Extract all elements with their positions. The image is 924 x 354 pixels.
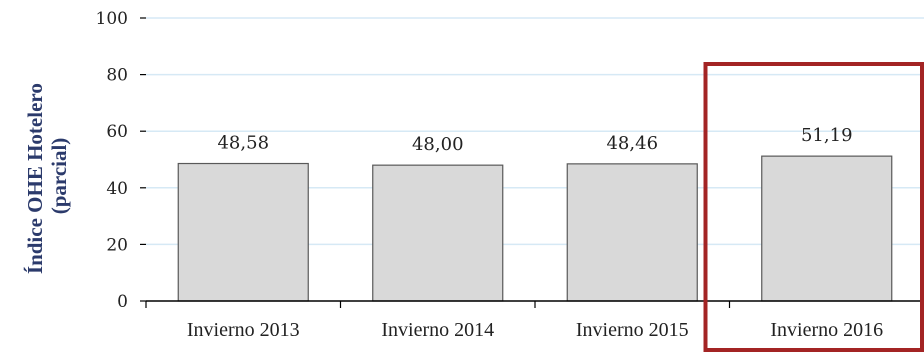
bar [372,164,504,302]
bars [177,155,893,302]
x-tick-label: Invierno 2016 [770,319,883,341]
bar [761,155,893,302]
x-tick-labels: Invierno 2013 Invierno 2014 Invierno 2015 I… [145,301,883,341]
bar [566,163,698,302]
y-tick-label: 60 [106,122,128,142]
y-tick-labels: 0 20 40 60 80 100 [96,9,146,312]
data-labels: 48,58 48,00 48,46 51,19 [217,125,852,155]
y-tick-label: 100 [96,9,128,29]
y-axis-title-line-1: Índice OHE Hotelero [23,83,47,274]
y-axis-title-line-2: (parcial) [47,138,71,215]
y-tick-label: 20 [106,235,128,255]
data-label: 51,19 [801,125,853,146]
highlight-box [703,62,924,352]
x-tick-label: Invierno 2013 [187,319,300,341]
data-label: 48,00 [412,134,464,155]
x-tick-label: Invierno 2014 [381,319,494,341]
x-tick-label: Invierno 2015 [576,319,689,341]
data-label: 48,46 [606,133,658,154]
y-axis-title: Índice OHE Hotelero (parcial) [23,78,71,274]
y-tick-label: 80 [106,66,128,86]
bar [177,162,309,302]
data-label: 48,58 [217,133,269,154]
y-tick-label: 0 [117,292,128,312]
y-tick-label: 40 [106,179,128,199]
